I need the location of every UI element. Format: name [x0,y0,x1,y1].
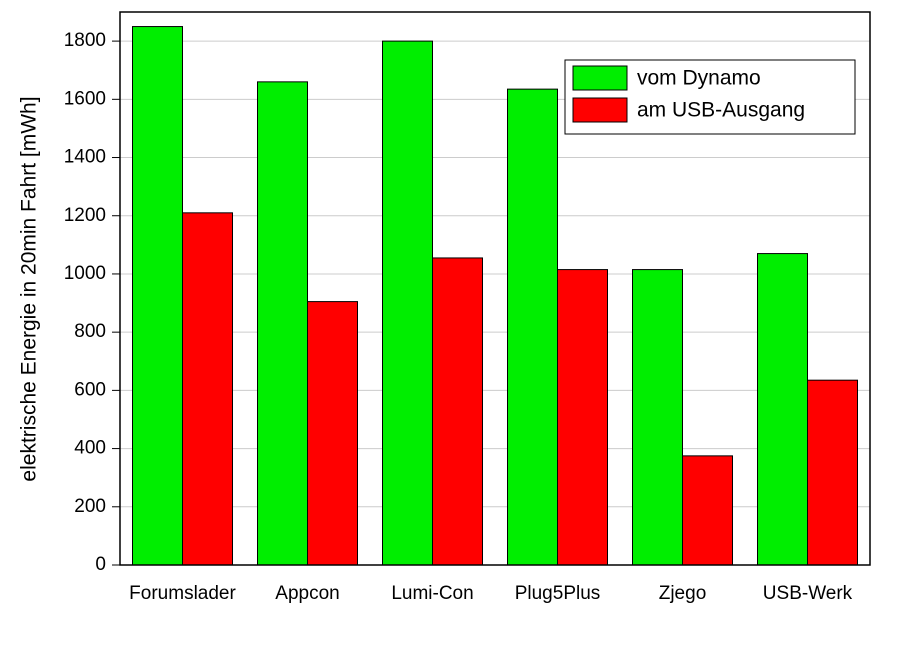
x-tick-label: Lumi-Con [391,583,473,604]
bar [632,269,683,566]
bar [757,253,808,566]
x-tick-label: Appcon [275,583,339,604]
x-tick-label: USB-Werk [763,583,853,604]
y-tick-label: 0 [95,554,106,575]
y-axis-label: elektrische Energie in 20min Fahrt [mWh] [18,96,41,481]
legend-swatch [572,97,628,123]
legend-label: vom Dynamo [637,67,761,90]
bar [807,379,858,566]
x-tick-label: Zjego [659,583,707,604]
bar [307,301,358,566]
y-tick-label: 1000 [64,263,106,284]
y-tick-label: 400 [74,438,106,459]
y-tick-label: 1400 [64,147,106,168]
y-tick-label: 200 [74,496,106,517]
y-tick-label: 600 [74,379,106,400]
y-tick-label: 800 [74,321,106,342]
bar [257,81,308,566]
legend-label: am USB-Ausgang [637,99,805,122]
bar [557,269,608,566]
bar [507,88,558,566]
y-tick-label: 1800 [64,30,106,51]
bar [182,212,233,566]
bar [132,26,183,566]
y-tick-label: 1600 [64,88,106,109]
bar [682,455,733,566]
legend-swatch [572,65,628,91]
y-tick-label: 1200 [64,205,106,226]
bar [432,257,483,566]
x-tick-label: Forumslader [129,583,236,604]
x-tick-label: Plug5Plus [515,583,601,604]
plot-frame [119,11,871,566]
bar [382,40,433,566]
